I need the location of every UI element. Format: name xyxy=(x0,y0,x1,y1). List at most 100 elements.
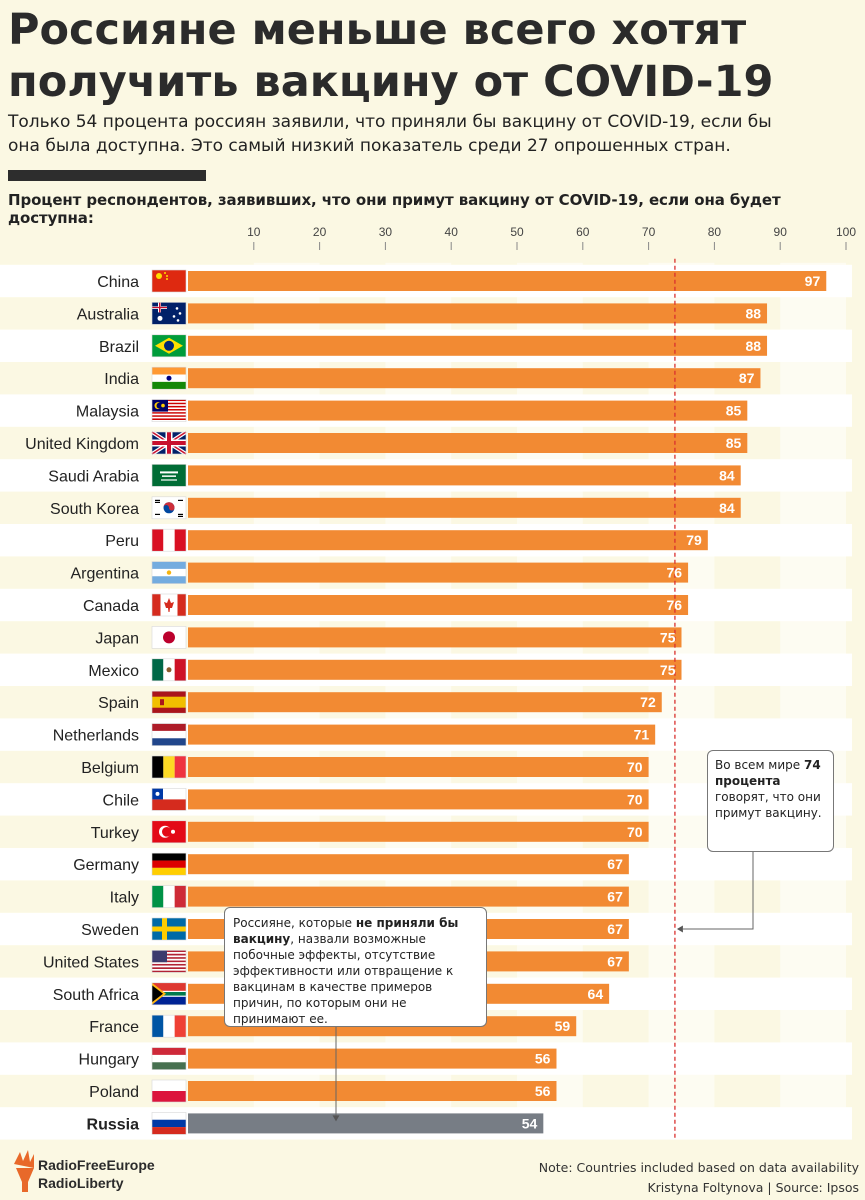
rfe-rl-logo: RadioFreeEurope RadioLiberty xyxy=(14,1150,155,1192)
flag-icon xyxy=(151,690,187,714)
flag-icon xyxy=(151,755,187,779)
flag-icon xyxy=(151,334,187,358)
bar xyxy=(188,1081,557,1101)
world-callout-connector xyxy=(682,836,754,930)
bar-value-label: 67 xyxy=(607,921,623,937)
country-label: Germany xyxy=(73,857,139,874)
flag-icon xyxy=(151,399,187,422)
country-label: Argentina xyxy=(71,566,140,583)
country-label: United Kingdom xyxy=(25,436,139,453)
bar-value-label: 85 xyxy=(726,403,742,419)
bar xyxy=(188,1113,544,1134)
bar-value-label: 85 xyxy=(726,435,742,451)
country-label: Hungary xyxy=(79,1052,139,1069)
world-callout-arrow-icon xyxy=(676,925,683,933)
subtitle: Только 54 процента россиян заявили, что … xyxy=(8,112,772,156)
country-label: Turkey xyxy=(91,825,139,842)
country-label: Sweden xyxy=(81,922,139,939)
bar-value-label: 75 xyxy=(660,629,676,645)
x-tick-label: 20 xyxy=(313,225,327,239)
world-callout-text: Во всем мире xyxy=(715,758,804,772)
flag-icon xyxy=(151,528,187,552)
bar-value-label: 67 xyxy=(607,953,623,969)
page-title: Россияне меньше всего хотят получить вак… xyxy=(8,5,774,107)
flag-icon xyxy=(151,917,187,941)
flag-icon xyxy=(151,1079,187,1103)
bar xyxy=(188,595,689,615)
bar xyxy=(188,627,682,648)
flag-icon xyxy=(151,1014,187,1038)
bar xyxy=(188,303,768,324)
country-label: Japan xyxy=(95,630,139,647)
bar xyxy=(188,821,649,842)
flag-icon xyxy=(151,723,187,746)
logo-line-2: RadioLiberty xyxy=(38,1175,124,1191)
bar xyxy=(188,562,689,583)
bar-value-label: 59 xyxy=(555,1018,571,1034)
x-tick-label: 40 xyxy=(445,225,459,239)
x-tick-label: 10 xyxy=(247,225,261,239)
russia-callout-arrow-icon xyxy=(332,1115,340,1122)
bar xyxy=(188,465,741,486)
flag-icon xyxy=(151,982,187,1006)
bar xyxy=(188,1048,557,1069)
x-tick-label: 80 xyxy=(708,225,722,239)
bar-value-label: 76 xyxy=(667,597,683,613)
bar xyxy=(188,789,649,810)
flag-icon xyxy=(150,430,188,456)
bar xyxy=(188,886,629,907)
country-label: Russia xyxy=(87,1116,140,1133)
bar-value-label: 97 xyxy=(805,273,821,289)
bar xyxy=(188,854,629,875)
bar-value-label: 88 xyxy=(745,305,761,321)
country-label: South Africa xyxy=(53,987,139,1004)
bar-value-label: 64 xyxy=(588,986,604,1002)
country-label: Italy xyxy=(110,890,139,907)
bar-value-label: 88 xyxy=(745,338,761,354)
country-label: Chile xyxy=(103,792,140,809)
bar xyxy=(188,692,662,713)
bar-value-label: 67 xyxy=(607,856,623,872)
bar xyxy=(188,400,748,421)
russia-callout-text-end: , назвали возможные побочные эффекты, от… xyxy=(233,932,454,1026)
bar-value-label: 71 xyxy=(634,727,650,743)
bar xyxy=(188,724,656,745)
bar xyxy=(188,368,761,389)
torch-icon xyxy=(14,1150,34,1192)
russia-callout-text: Россияне, которые xyxy=(233,916,356,930)
bar xyxy=(188,335,768,356)
country-label: Belgium xyxy=(81,760,139,777)
footer-credit: Kristyna Foltynova | Source: Ipsos xyxy=(647,1180,859,1195)
bar xyxy=(188,757,649,777)
x-tick-label: 30 xyxy=(379,225,393,239)
flag-icon xyxy=(151,302,187,325)
x-tick-label: 100 xyxy=(836,225,856,239)
flag-icon xyxy=(151,788,187,811)
bar-value-label: 70 xyxy=(627,759,643,775)
logo-line-1: RadioFreeEurope xyxy=(38,1157,155,1173)
flag-icon xyxy=(151,464,187,487)
country-label: Peru xyxy=(105,533,139,550)
world-callout-text-end: говорят, что они примут вакцину. xyxy=(715,790,822,820)
footer-note-text: Note: Countries included based on data a… xyxy=(538,1160,859,1175)
bar-value-label: 56 xyxy=(535,1051,551,1067)
world-callout-bold: 74 процента xyxy=(715,758,821,788)
flag-icon xyxy=(151,820,187,844)
bar xyxy=(188,433,748,453)
country-label: South Korea xyxy=(50,501,139,518)
country-label: China xyxy=(97,274,139,291)
bar-value-label: 67 xyxy=(607,889,623,905)
country-label: Saudi Arabia xyxy=(48,468,139,485)
world-callout: Во всем мире 74 процента говорят, что он… xyxy=(707,750,834,852)
bar-value-label: 70 xyxy=(627,791,643,807)
flag-icon xyxy=(151,561,187,584)
bar-value-label: 76 xyxy=(667,565,683,581)
flag-icon xyxy=(151,658,187,682)
bar xyxy=(188,530,708,551)
flag-icon xyxy=(151,885,187,908)
x-tick-label: 50 xyxy=(510,225,524,239)
country-label: Spain xyxy=(98,695,139,712)
x-tick-label: 60 xyxy=(576,225,590,239)
russia-callout-bold: не приняли бы вакцину xyxy=(233,916,459,946)
country-label: Mexico xyxy=(88,663,139,680)
